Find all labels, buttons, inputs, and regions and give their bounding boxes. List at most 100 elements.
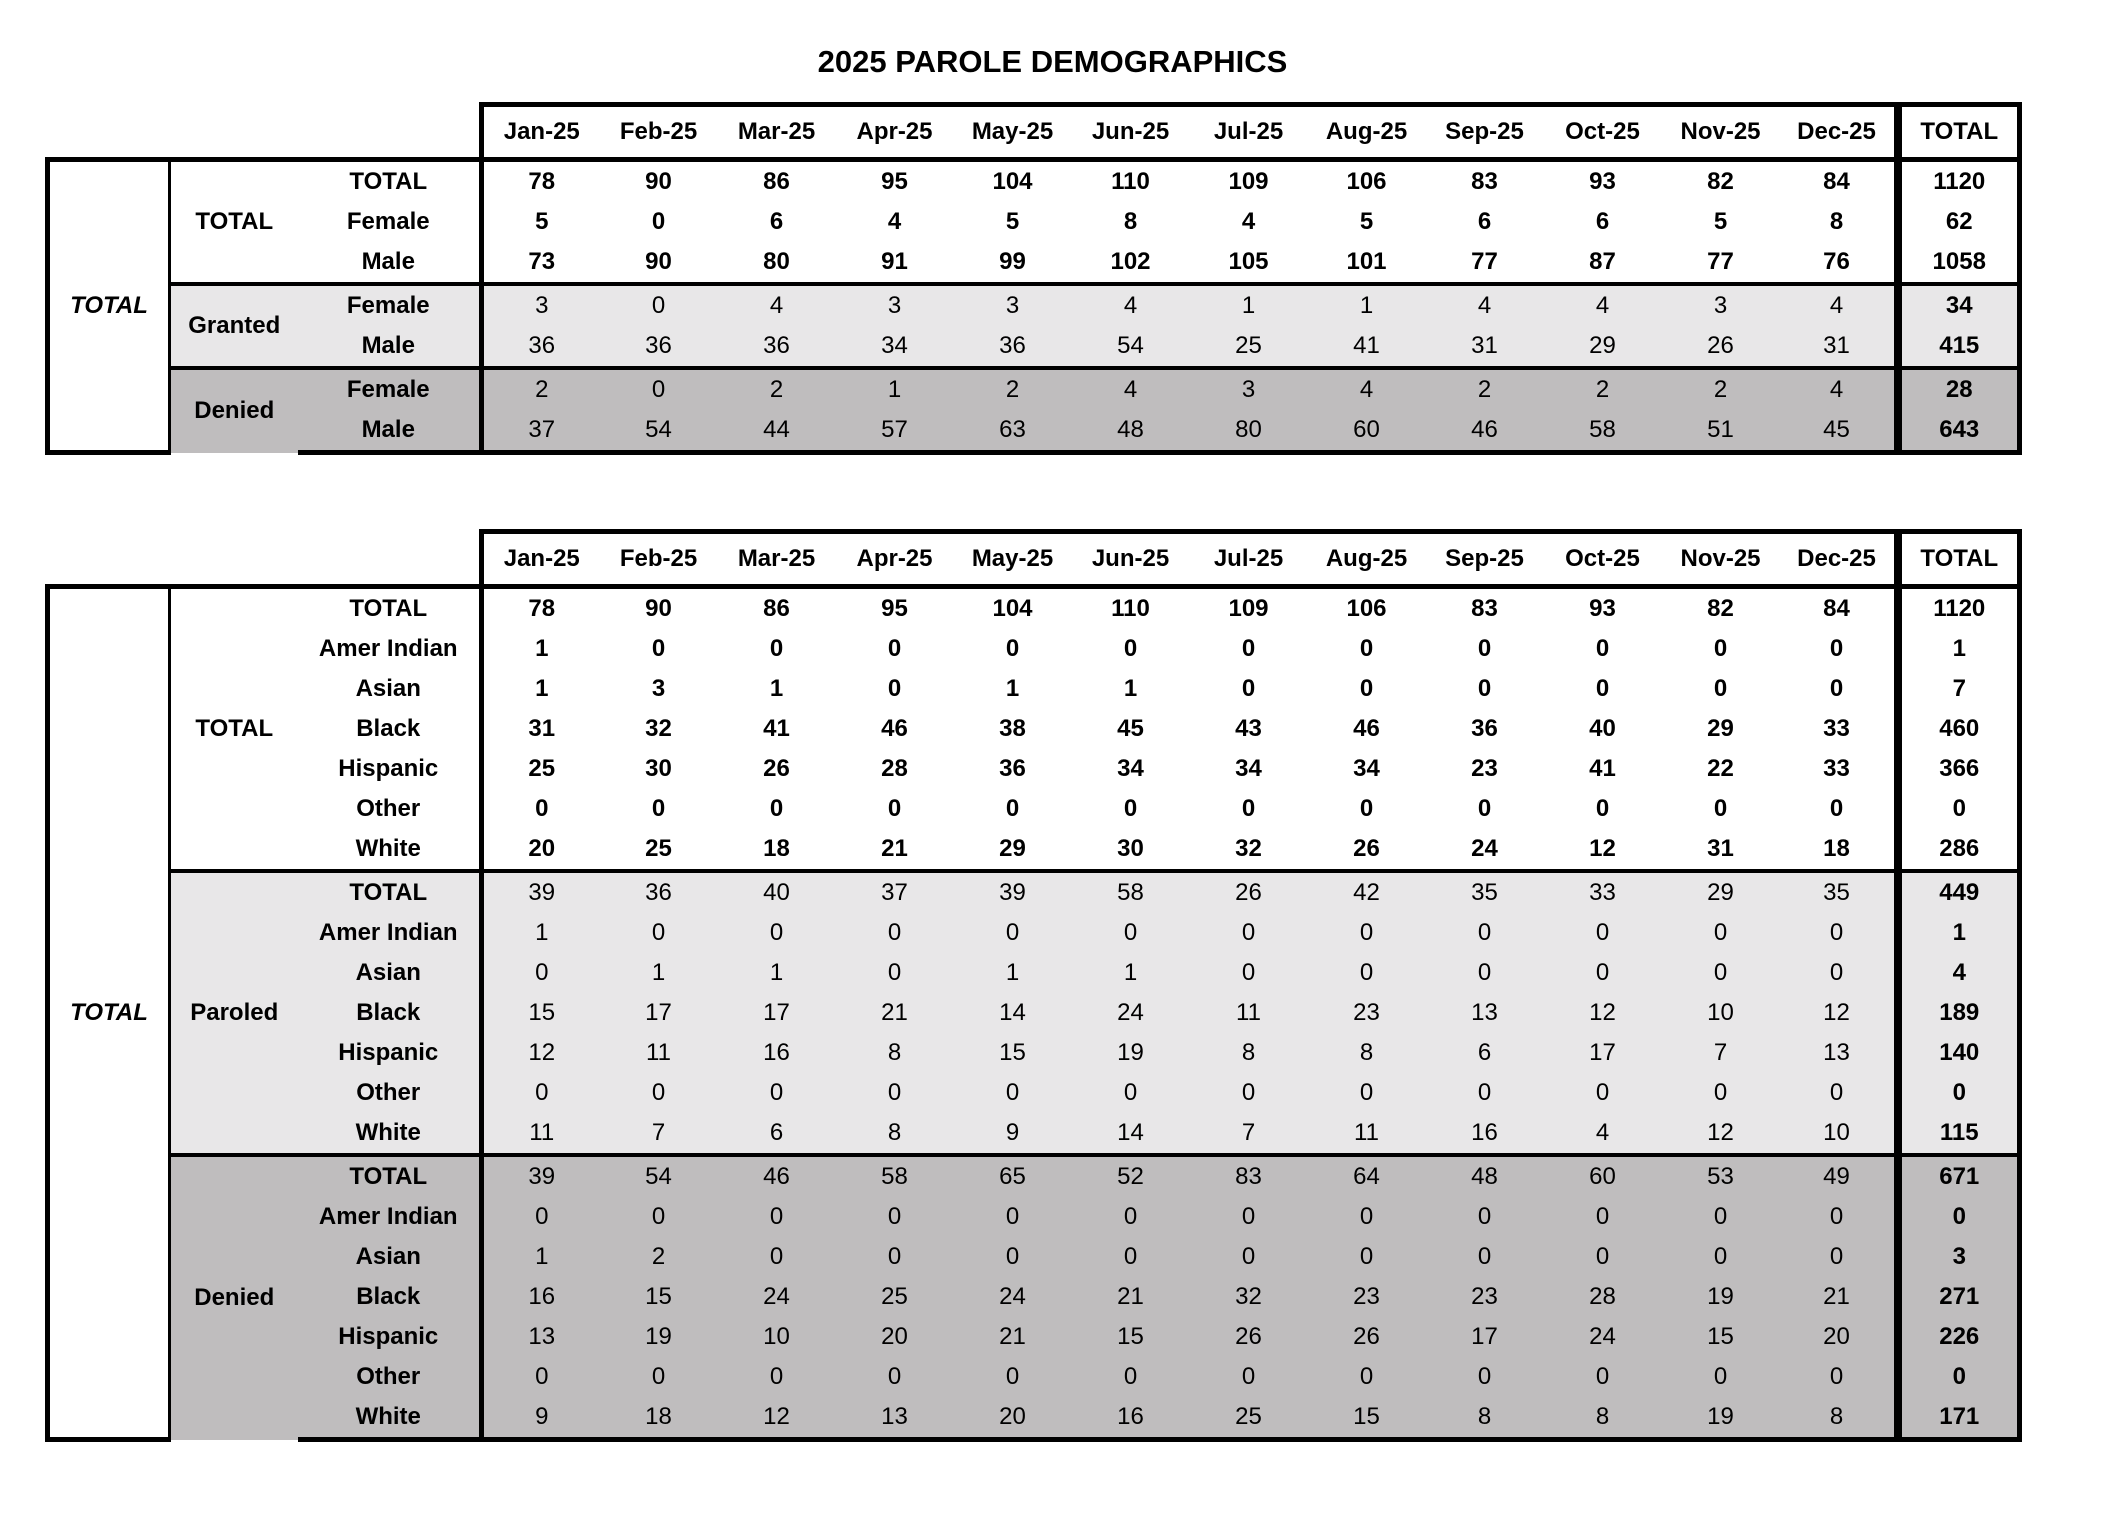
table-row: Male 73 90 80 91 99 102 105 101 77 87 77 76 1058 (48, 242, 2022, 284)
value-cell: 17 (599, 993, 718, 1033)
value-cell: 20 (953, 1397, 1072, 1442)
value-cell: 0 (835, 1357, 954, 1397)
value-cell: 0 (953, 1237, 1072, 1277)
table-row: Other 0 0 0 0 0 0 0 0 0 0 0 0 0 (48, 1357, 2022, 1397)
value-cell: 109 (1189, 157, 1308, 202)
value-cell: 0 (1543, 1357, 1662, 1397)
table-row: Amer Indian 1 0 0 0 0 0 0 0 0 0 0 0 1 (48, 913, 2022, 953)
value-cell: 33 (1823, 755, 1850, 782)
value-cell: 0 (1829, 635, 1844, 662)
value-cell: 11 (599, 1033, 718, 1073)
value-cell: 0 (1425, 1357, 1544, 1397)
value-cell: 86 (717, 584, 836, 629)
value-cell: 0 (1661, 1357, 1780, 1397)
value-cell: 36 (599, 326, 718, 368)
value-cell: 2 (479, 366, 600, 410)
value-cell: 46 (717, 1153, 836, 1197)
month-header: Jan-25 (479, 102, 600, 162)
value-cell: 8 (835, 1033, 954, 1073)
value-cell: 84 (1779, 157, 1898, 202)
value-cell: 0 (1189, 953, 1308, 993)
value-cell: 6 (1425, 1033, 1544, 1073)
value-cell: 77 (1707, 248, 1734, 275)
row-total-cell: 1 (1893, 629, 2022, 669)
row-label: Hispanic (297, 1317, 482, 1357)
value-cell: 46 (1353, 715, 1380, 742)
value-cell: 0 (887, 635, 902, 662)
row-total-cell: 189 (1893, 993, 2022, 1033)
value-cell: 21 (881, 835, 908, 862)
value-cell: 11 (1189, 993, 1308, 1033)
value-cell: 39 (479, 1153, 600, 1197)
row-total-cell: 1120 (1893, 157, 2022, 202)
value-cell: 1 (479, 669, 600, 709)
row-total-cell: 271 (1893, 1277, 2022, 1317)
value-cell: 0 (1189, 1237, 1308, 1277)
value-cell: 34 (1117, 755, 1144, 782)
month-header: May-25 (953, 102, 1072, 162)
value-cell: 102 (1110, 248, 1151, 275)
value-cell: 34 (1353, 755, 1380, 782)
header-spacer (47, 104, 482, 162)
value-cell: 80 (1189, 410, 1308, 455)
month-header: Mar-25 (717, 529, 836, 589)
value-cell: 32 (1189, 1277, 1308, 1317)
value-cell: 15 (953, 1033, 1072, 1073)
value-cell: 13 (835, 1397, 954, 1442)
value-cell: 17 (1425, 1317, 1544, 1357)
value-cell: 0 (1071, 1237, 1190, 1277)
header-spacer (47, 531, 482, 589)
value-cell: 78 (479, 157, 600, 202)
value-cell: 63 (953, 410, 1072, 455)
value-cell: 54 (599, 410, 718, 455)
value-cell: 32 (1235, 835, 1262, 862)
value-cell: 0 (1425, 1197, 1544, 1237)
value-cell: 0 (769, 795, 784, 822)
table-row: Granted Female 3 0 4 3 3 4 1 1 4 4 3 4 34 (48, 282, 2022, 368)
value-cell: 0 (479, 1073, 600, 1113)
value-cell: 2 (1425, 366, 1544, 410)
row-label: TOTAL (297, 584, 482, 629)
value-cell: 30 (645, 755, 672, 782)
table-row: White 9 18 12 13 20 16 25 15 8 8 19 8 171 (48, 1397, 2022, 1442)
value-cell: 36 (953, 326, 1072, 368)
value-cell: 0 (1071, 913, 1190, 953)
value-cell: 1 (1307, 282, 1426, 326)
value-cell: 26 (1307, 1317, 1426, 1357)
table-row: Black 16 15 24 25 24 21 32 23 23 28 19 21 271 (48, 1277, 2022, 1317)
value-cell: 0 (1829, 795, 1844, 822)
value-cell: 0 (1241, 635, 1256, 662)
value-cell: 18 (1823, 835, 1850, 862)
value-cell: 48 (1425, 1153, 1544, 1197)
month-header: Jul-25 (1189, 102, 1308, 162)
value-cell: 0 (1071, 1197, 1190, 1237)
value-cell: 0 (717, 1197, 836, 1237)
value-cell: 106 (1307, 584, 1426, 629)
value-cell: 0 (1477, 635, 1492, 662)
row-label: Other (297, 1357, 482, 1397)
value-cell: 8 (1779, 1397, 1898, 1442)
value-cell: 0 (1543, 1197, 1662, 1237)
value-cell: 1 (599, 953, 718, 993)
value-cell: 0 (1779, 1357, 1898, 1397)
value-cell: 0 (835, 953, 954, 993)
table-row: Male 36 36 36 34 36 54 25 41 31 29 26 31 415 (48, 326, 2022, 368)
group-label: TOTAL (169, 584, 298, 871)
row-label: White (297, 1397, 482, 1442)
value-cell: 0 (953, 1073, 1072, 1113)
value-cell: 0 (599, 913, 718, 953)
outer-group-label: TOTAL (45, 584, 171, 1442)
value-cell: 105 (1228, 248, 1269, 275)
value-cell: 10 (717, 1317, 836, 1357)
value-cell: 26 (1353, 835, 1380, 862)
value-cell: 1 (1123, 675, 1138, 702)
row-label: Male (361, 248, 415, 275)
value-cell: 15 (1661, 1317, 1780, 1357)
value-cell: 12 (479, 1033, 600, 1073)
value-cell: 12 (717, 1397, 836, 1442)
table-row: Amer Indian 0 0 0 0 0 0 0 0 0 0 0 0 0 (48, 1197, 2022, 1237)
value-cell: 36 (717, 326, 836, 368)
value-cell: 58 (1071, 869, 1190, 913)
value-cell: 4 (1543, 282, 1662, 326)
